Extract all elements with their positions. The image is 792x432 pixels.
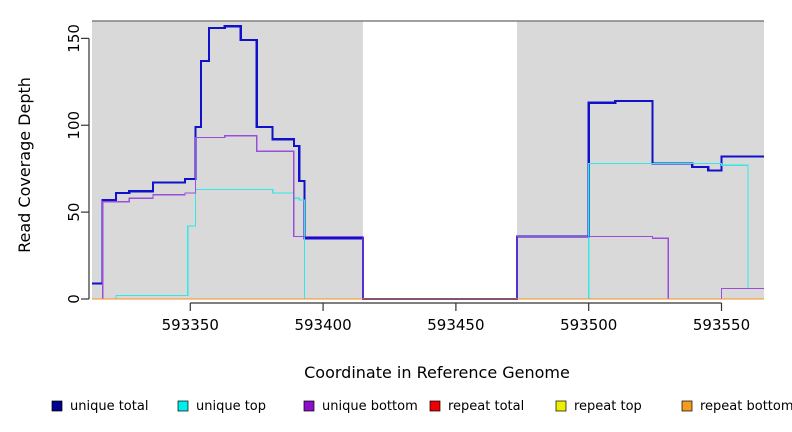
series-line-unique-top [92,162,764,300]
x-tick-label-3: 593500 [560,316,617,334]
legend-item-repeat-top[interactable]: repeat top [555,399,642,414]
y-axis-title: Read Coverage Depth [15,77,34,253]
legend-swatch-icon [681,400,693,412]
legend-swatch-icon [555,400,567,412]
shaded-region-1 [516,21,764,299]
legend-item-unique-bottom[interactable]: unique bottom [303,399,418,414]
x-tick-label-0: 593350 [162,316,219,334]
legend-swatch-icon [303,400,315,412]
legend-label: repeat bottom [700,399,792,414]
legend-label: repeat total [448,399,524,414]
panel-shading [92,21,764,299]
legend-label: unique bottom [322,399,418,414]
legend-swatch-icon [51,400,63,412]
legend-swatch-icon [429,400,441,412]
series-line-unique-total [92,25,764,301]
y-tick-label-2: 100 [65,111,83,140]
legend-item-unique-top[interactable]: unique top [177,399,266,414]
legend-label: repeat top [574,399,642,414]
legend-label: unique total [70,399,148,414]
y-tick-label-0: 0 [65,294,83,304]
legend-item-repeat-bottom[interactable]: repeat bottom [681,399,792,414]
data-series-layer [92,25,764,301]
y-tick-label-3: 150 [65,24,83,53]
legend-item-repeat-total[interactable]: repeat total [429,399,524,414]
legend: unique total unique top unique bottom repea… [51,399,792,414]
legend-label: unique top [196,399,266,414]
y-tick-label-1: 50 [65,203,83,222]
series-line-unique-bottom [92,135,764,300]
tick-label-layer: 0 50 100 150 593350 593400 593450 593500 593550 [65,24,750,334]
shaded-region-0 [92,21,363,299]
x-axis-title: Coordinate in Reference Genome [304,363,570,382]
x-tick-label-1: 593400 [294,316,351,334]
x-tick-label-4: 593550 [693,316,750,334]
legend-swatch-icon [177,400,189,412]
x-tick-label-2: 593450 [427,316,484,334]
axes-layer [81,37,723,311]
legend-item-unique-total[interactable]: unique total [51,399,148,414]
